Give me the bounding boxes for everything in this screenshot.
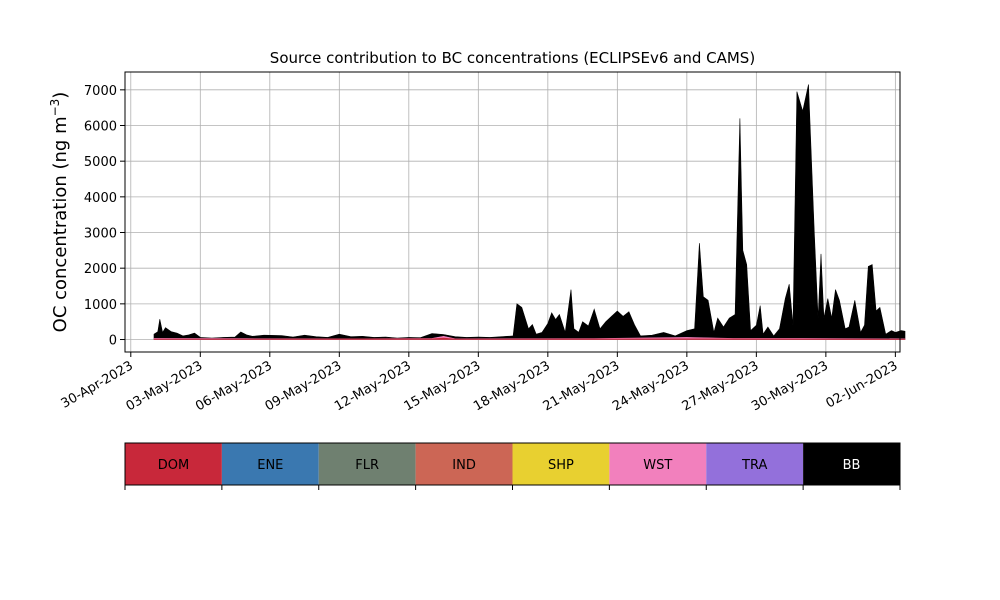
y-tick-label: 3000 — [84, 227, 117, 242]
series-area-bb — [153, 84, 906, 340]
series-areas — [153, 84, 906, 340]
legend-label-ind: IND — [452, 458, 476, 473]
legend: DOM ENE FLR IND SHP WST TRA BB — [124, 442, 901, 490]
legend-label-ene: ENE — [257, 458, 283, 473]
x-tick-label: 06-May-2023 — [193, 358, 275, 414]
legend-label-dom: DOM — [158, 458, 189, 473]
y-axis-label: OC concentration (ng m−3) — [48, 92, 71, 333]
legend-label-tra: TRA — [741, 458, 767, 473]
legend-swatch-shp — [512, 443, 610, 485]
y-axis-label-main: OC concentration (ng m — [50, 116, 71, 332]
x-tick-label: 18-May-2023 — [471, 358, 553, 414]
y-tick-label: 7000 — [84, 84, 117, 99]
y-tick-label: 4000 — [84, 191, 117, 206]
legend-swatch-flr — [318, 443, 416, 485]
x-tick-label: 03-May-2023 — [124, 358, 206, 414]
legend-swatch-wst — [609, 443, 707, 485]
legend-swatch-bb — [803, 443, 900, 485]
x-tick-label: 21-May-2023 — [541, 358, 623, 414]
legend-swatch-ind — [415, 443, 513, 485]
x-tick-label: 09-May-2023 — [263, 358, 345, 414]
y-tick-label: 0 — [109, 334, 117, 349]
x-axis-ticks: 30-Apr-202303-May-202306-May-202309-May-… — [59, 352, 901, 414]
x-tick-label: 27-May-2023 — [680, 358, 762, 414]
legend-label-bb: BB — [843, 458, 861, 473]
series-area-dom — [153, 337, 906, 340]
chart-title: Source contribution to BC concentrations… — [270, 49, 755, 67]
x-tick-label: 02-Jun-2023 — [824, 358, 901, 411]
legend-swatch-dom — [125, 443, 222, 485]
x-tick-label: 12-May-2023 — [332, 358, 414, 414]
y-axis-label-superscript: −3 — [48, 99, 62, 117]
x-tick-label: 30-May-2023 — [749, 358, 831, 414]
legend-label-flr: FLR — [355, 458, 379, 473]
x-tick-label: 24-May-2023 — [610, 358, 692, 414]
y-tick-label: 1000 — [84, 298, 117, 313]
plot-frame — [124, 71, 901, 353]
legend-swatch-ene — [221, 443, 319, 485]
y-tick-label: 6000 — [84, 120, 117, 135]
y-axis-label-close: ) — [50, 92, 71, 99]
x-tick-label: 15-May-2023 — [402, 358, 484, 414]
y-tick-label: 2000 — [84, 262, 117, 277]
y-tick-label: 5000 — [84, 155, 117, 170]
legend-label-wst: WST — [643, 458, 672, 473]
y-axis-ticks: 0 1000 2000 3000 4000 5000 6000 7000 — [84, 84, 125, 349]
legend-label-shp: SHP — [548, 458, 574, 473]
legend-swatch-tra — [706, 443, 804, 485]
